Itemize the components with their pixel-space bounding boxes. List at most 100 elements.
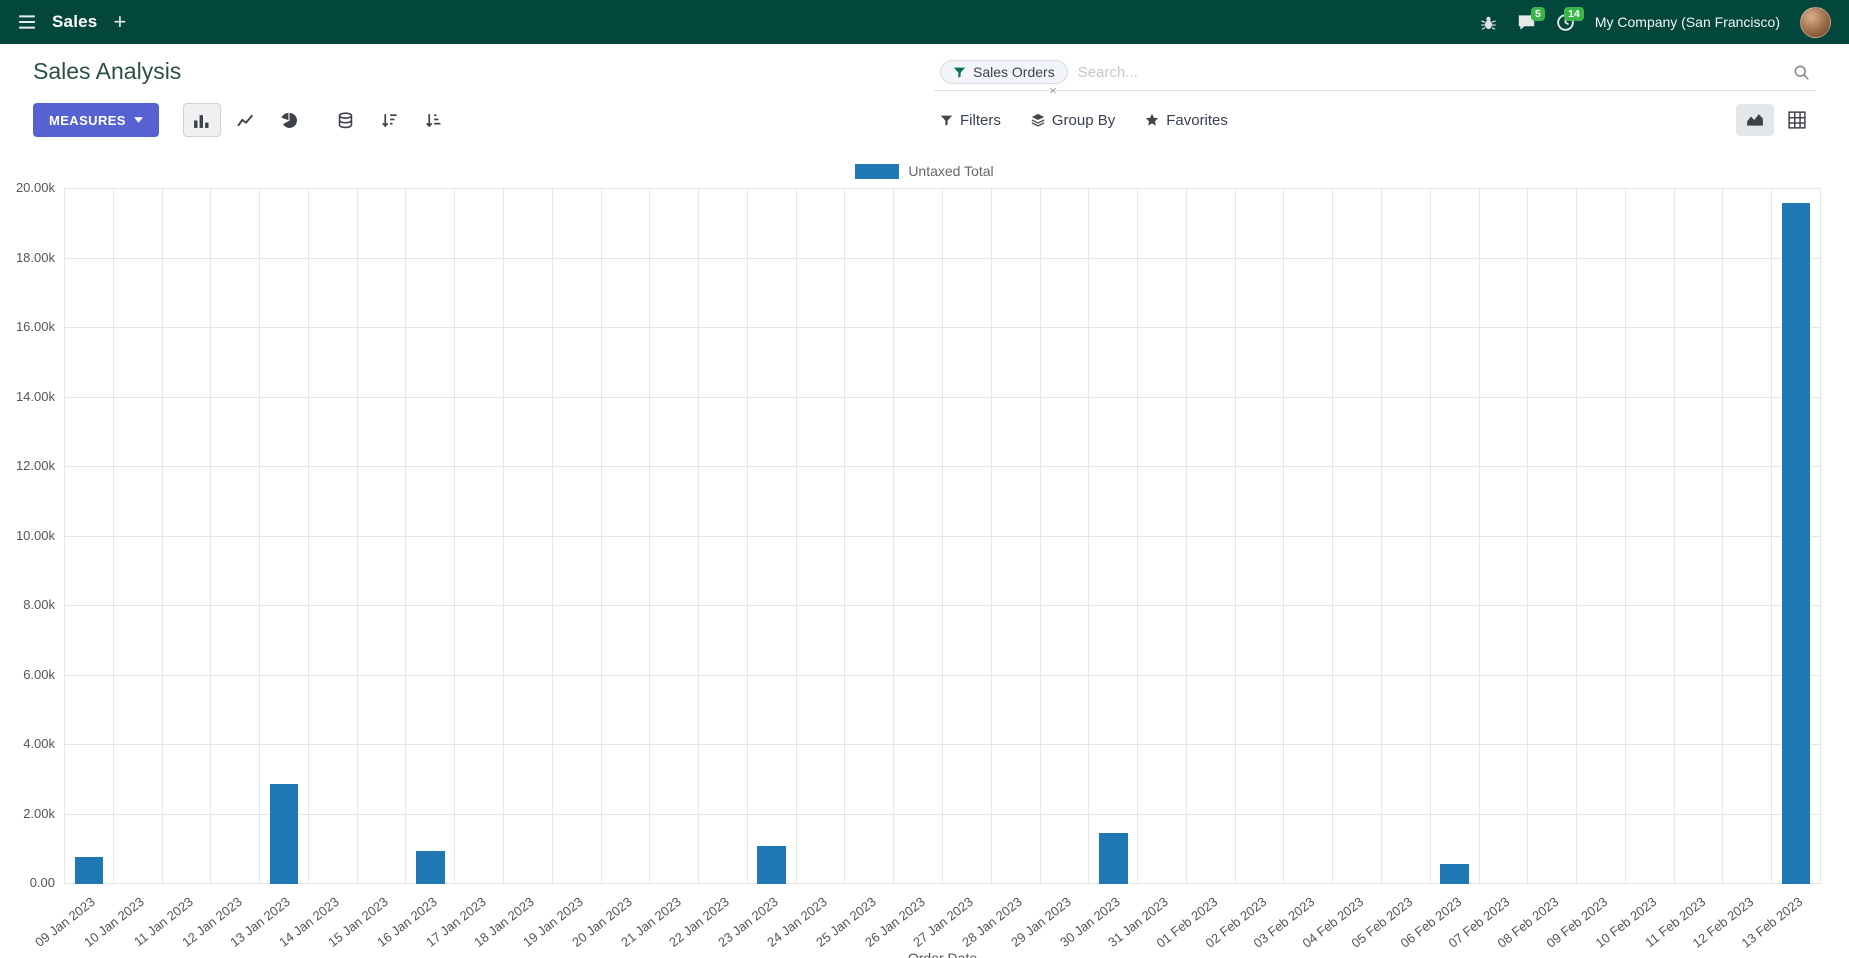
chart-column: 14 Jan 2023 <box>276 189 357 950</box>
y-tick-label: 4.00k <box>23 736 55 751</box>
chart-legend[interactable]: Untaxed Total <box>0 163 1849 179</box>
chart-column: 07 Feb 2023 <box>1446 189 1528 951</box>
search-facet[interactable]: Sales Orders × <box>940 60 1068 97</box>
chart-column: 29 Jan 2023 <box>1008 189 1089 950</box>
debug-bug-icon[interactable] <box>1480 14 1497 31</box>
y-tick-label: 18.00k <box>15 249 55 265</box>
y-tick-label: 14.00k <box>15 388 55 404</box>
group-by-button[interactable]: Group By <box>1031 112 1115 129</box>
activities-button[interactable]: 14 <box>1556 6 1584 32</box>
chart-column: 18 Jan 2023 <box>471 189 552 950</box>
chart-column: 12 Jan 2023 <box>179 189 259 950</box>
y-tick-label: 16.00k <box>15 319 55 334</box>
navbar-left: Sales + <box>18 11 126 33</box>
bar[interactable] <box>1098 833 1128 884</box>
chart-column: 26 Jan 2023 <box>862 189 942 950</box>
control-panel-top: Sales Analysis Sales Orders × <box>0 44 1849 97</box>
chart-column: 10 Jan 2023 <box>81 189 162 950</box>
search-facet-label: Sales Orders <box>973 64 1055 80</box>
bar[interactable] <box>415 851 445 884</box>
chart-column: 09 Jan 2023 <box>32 189 113 950</box>
chart-column: 30 Jan 2023 <box>1057 189 1137 950</box>
bar-chart-button[interactable] <box>182 103 221 137</box>
chart-column: 10 Feb 2023 <box>1592 189 1674 951</box>
activities-badge: 14 <box>1564 6 1584 21</box>
chart-column: 25 Jan 2023 <box>813 189 893 950</box>
search-icon[interactable] <box>1793 64 1810 81</box>
y-axis-labels: 0.00 2.00k 4.00k 6.00k 8.00k 10.00k 12.00k 14.0… <box>0 181 64 889</box>
chart-column: 17 Jan 2023 <box>423 189 503 950</box>
chart-column: 28 Jan 2023 <box>959 189 1040 950</box>
y-tick-label: 6.00k <box>23 666 55 682</box>
star-icon <box>1145 113 1159 127</box>
control-panel-toolbar: MEASURES Filters <box>0 91 1849 147</box>
y-tick-label: 0.00 <box>29 875 55 890</box>
chart-column: 12 Feb 2023 <box>1690 189 1771 951</box>
chart-column: 20 Jan 2023 <box>569 189 650 950</box>
chart-column: 21 Jan 2023 <box>618 189 698 950</box>
chart-column: 22 Jan 2023 <box>667 189 747 950</box>
filter-icon <box>940 114 953 127</box>
measures-button[interactable]: MEASURES <box>33 103 159 137</box>
user-avatar[interactable] <box>1800 6 1831 38</box>
chart-column: 19 Jan 2023 <box>520 189 601 950</box>
y-tick-label: 8.00k <box>23 597 55 612</box>
y-tick-label: 2.00k <box>23 805 55 821</box>
chart-column: 13 Jan 2023 <box>228 189 308 950</box>
search-options-group: Filters Group By Favorites <box>940 112 1228 129</box>
app-name[interactable]: Sales <box>52 12 98 31</box>
sales-analysis-chart: Untaxed Total 0.00 2.00k 4.00k 6.00k 8.00k 10… <box>0 147 1849 958</box>
chart-column: 27 Jan 2023 <box>910 189 991 950</box>
pivot-view-button[interactable] <box>1778 104 1816 136</box>
legend-label: Untaxed Total <box>908 163 994 179</box>
bar[interactable] <box>74 856 104 884</box>
company-switcher[interactable]: My Company (San Francisco) <box>1594 14 1780 30</box>
chart-column: 16 Jan 2023 <box>374 189 454 950</box>
chart-column: 11 Jan 2023 <box>131 189 211 949</box>
bar[interactable] <box>269 783 299 884</box>
facet-remove-icon[interactable]: × <box>1049 83 1057 98</box>
chart-column: 09 Feb 2023 <box>1543 189 1625 951</box>
apps-menu-icon[interactable] <box>18 13 36 31</box>
chart-column: 11 Feb 2023 <box>1642 189 1723 950</box>
chart-column: 06 Feb 2023 <box>1397 189 1479 951</box>
chart-column: 04 Feb 2023 <box>1300 189 1381 951</box>
search-input[interactable] <box>1077 63 1783 81</box>
filter-facet-icon <box>953 66 966 79</box>
filters-button[interactable]: Filters <box>940 112 1001 129</box>
plot-area: 09 Jan 2023 10 Jan 2023 11 Jan 2023 12 Jan … <box>32 188 1821 951</box>
chart-column: 01 Feb 2023 <box>1153 189 1235 951</box>
navbar-right: 5 14 My Company (San Francisco) <box>1480 6 1831 38</box>
chart-column: 23 Jan 2023 <box>715 189 796 950</box>
chart-column: 02 Feb 2023 <box>1202 189 1284 951</box>
pie-chart-button[interactable] <box>271 103 309 137</box>
bar[interactable] <box>757 846 787 884</box>
chart-column: 05 Feb 2023 <box>1348 189 1430 951</box>
new-tab-icon[interactable]: + <box>113 9 127 34</box>
layers-icon <box>1031 113 1045 127</box>
bar[interactable] <box>1781 202 1811 884</box>
chart-column: 13 Feb 2023 <box>1739 189 1820 951</box>
chart-column: 08 Feb 2023 <box>1495 189 1576 951</box>
chevron-down-icon <box>133 117 143 123</box>
y-tick-label: 20.00k <box>15 180 55 195</box>
page-title: Sales Analysis <box>33 58 182 84</box>
bar[interactable] <box>1440 863 1469 884</box>
sort-descending-button[interactable] <box>371 103 409 137</box>
chart-type-group <box>182 103 453 137</box>
legend-swatch <box>855 163 900 179</box>
messages-badge: 5 <box>1530 6 1545 21</box>
y-tick-label: 12.00k <box>15 458 55 473</box>
messages-button[interactable]: 5 <box>1517 6 1545 32</box>
favorites-button[interactable]: Favorites <box>1145 112 1228 129</box>
view-switcher <box>1736 104 1816 136</box>
sort-ascending-button[interactable] <box>415 103 453 137</box>
graph-view-button[interactable] <box>1736 104 1774 136</box>
gridline <box>64 188 1820 189</box>
chart-column: 15 Jan 2023 <box>325 189 406 950</box>
stacked-toggle-button[interactable] <box>327 103 365 137</box>
y-tick-label: 10.00k <box>15 527 55 543</box>
search-bar[interactable]: Sales Orders × <box>934 58 1816 97</box>
line-chart-button[interactable] <box>227 103 265 137</box>
plot-wrap: 0.00 2.00k 4.00k 6.00k 8.00k 10.00k 12.00k 14.0… <box>0 181 1849 951</box>
